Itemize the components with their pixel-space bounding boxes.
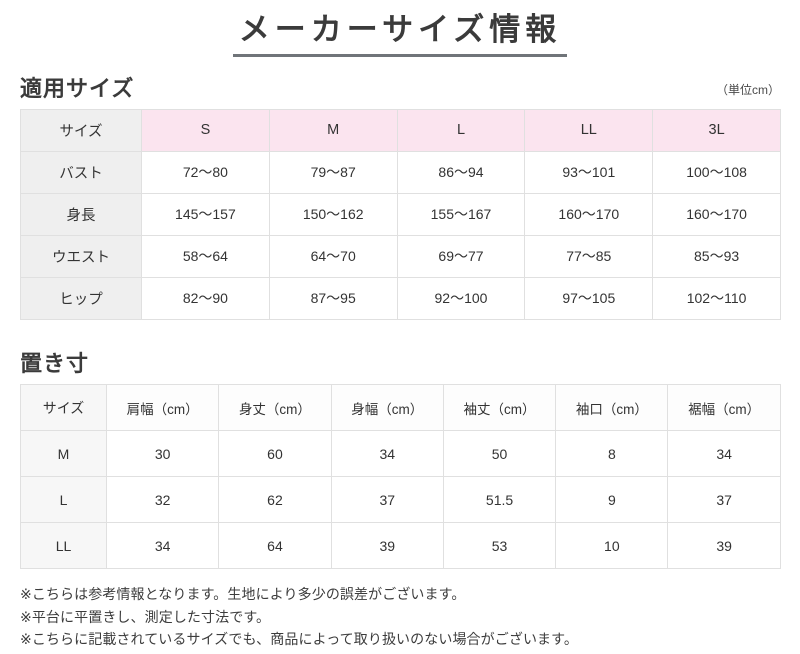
cell-bust-m: 79〜87 xyxy=(268,150,398,194)
cell-bust-l: 86〜94 xyxy=(396,150,526,194)
applicable-size-section-title: 適用サイズ xyxy=(20,75,135,101)
cell-m-cuff: 8 xyxy=(555,430,669,478)
cell-m-body-length: 60 xyxy=(218,430,332,478)
column-header-hem-width: 裾幅（cm） xyxy=(667,384,781,432)
page-title-container: メーカーサイズ情報 xyxy=(0,0,800,57)
table-row: M 30 60 34 50 8 34 xyxy=(20,430,781,478)
cell-height-m: 150〜162 xyxy=(268,192,398,236)
flat-measure-table: サイズ 肩幅（cm） 身丈（cm） 身幅（cm） 袖丈（cm） 袖口（cm） 裾… xyxy=(20,384,781,570)
section-spacer xyxy=(0,320,800,352)
cell-waist-3l: 85〜93 xyxy=(652,234,781,278)
unit-note: （単位cm） xyxy=(716,82,780,97)
flat-measure-heading-row: 置き寸 xyxy=(20,350,780,376)
cell-hip-l: 92〜100 xyxy=(396,276,526,320)
column-header-body-length: 身丈（cm） xyxy=(218,384,332,432)
cell-l-body-length: 62 xyxy=(218,476,332,524)
row-label-height: 身長 xyxy=(20,192,142,236)
table-row: ウエスト 58〜64 64〜70 69〜77 77〜85 85〜93 xyxy=(20,234,781,278)
table-row: LL 34 64 39 53 10 39 xyxy=(20,522,781,570)
cell-ll-body-width: 39 xyxy=(330,522,444,570)
row-label-bust: バスト xyxy=(20,150,142,194)
corner-label: サイズ xyxy=(20,384,107,432)
cell-height-ll: 160〜170 xyxy=(524,192,654,236)
table-row: バスト 72〜80 79〜87 86〜94 93〜101 100〜108 xyxy=(20,150,781,194)
cell-m-body-width: 34 xyxy=(330,430,444,478)
cell-height-3l: 160〜170 xyxy=(652,192,781,236)
column-header-s: S xyxy=(141,108,270,152)
applicable-size-table: サイズ S M L LL 3L バスト 72〜80 79〜87 86〜94 93… xyxy=(20,108,781,320)
cell-hip-3l: 102〜110 xyxy=(652,276,781,320)
cell-m-hem-width: 34 xyxy=(667,430,781,478)
table-row: L 32 62 37 51.5 9 37 xyxy=(20,476,781,524)
table-row: ヒップ 82〜90 87〜95 92〜100 97〜105 102〜110 xyxy=(20,276,781,320)
table-header-row: サイズ S M L LL 3L xyxy=(20,108,781,152)
row-label-waist: ウエスト xyxy=(20,234,142,278)
column-header-cuff: 袖口（cm） xyxy=(555,384,669,432)
applicable-size-heading-row: 適用サイズ （単位cm） xyxy=(20,75,780,101)
cell-ll-hem-width: 39 xyxy=(667,522,781,570)
cell-waist-l: 69〜77 xyxy=(396,234,526,278)
cell-hip-s: 82〜90 xyxy=(141,276,270,320)
cell-waist-s: 58〜64 xyxy=(141,234,270,278)
column-header-l: L xyxy=(396,108,526,152)
column-header-body-width: 身幅（cm） xyxy=(330,384,444,432)
column-header-3l: 3L xyxy=(652,108,781,152)
cell-l-shoulder-width: 32 xyxy=(105,476,220,524)
cell-waist-ll: 77〜85 xyxy=(524,234,654,278)
cell-l-body-width: 37 xyxy=(330,476,444,524)
cell-m-shoulder-width: 30 xyxy=(105,430,220,478)
corner-label: サイズ xyxy=(20,108,142,152)
cell-bust-3l: 100〜108 xyxy=(652,150,781,194)
cell-ll-cuff: 10 xyxy=(555,522,669,570)
cell-hip-m: 87〜95 xyxy=(268,276,398,320)
table-header-row: サイズ 肩幅（cm） 身丈（cm） 身幅（cm） 袖丈（cm） 袖口（cm） 裾… xyxy=(20,384,781,432)
footnote-line: ※こちらに記載されているサイズでも、商品によって取り扱いのない場合がございます。 xyxy=(20,631,578,648)
flat-measure-section-title: 置き寸 xyxy=(20,350,90,376)
cell-l-sleeve-length: 51.5 xyxy=(442,476,557,524)
footnote-line: ※平台に平置きし、測定した寸法です。 xyxy=(20,608,271,625)
column-header-shoulder-width: 肩幅（cm） xyxy=(105,384,220,432)
cell-height-s: 145〜157 xyxy=(141,192,270,236)
column-header-ll: LL xyxy=(524,108,654,152)
row-label-hip: ヒップ xyxy=(20,276,142,320)
cell-ll-shoulder-width: 34 xyxy=(105,522,220,570)
cell-ll-sleeve-length: 53 xyxy=(442,522,557,570)
cell-m-sleeve-length: 50 xyxy=(442,430,557,478)
footnote-line: ※こちらは参考情報となります。生地により多少の誤差がございます。 xyxy=(20,586,466,603)
column-header-sleeve-length: 袖丈（cm） xyxy=(442,384,557,432)
cell-hip-ll: 97〜105 xyxy=(524,276,654,320)
cell-l-cuff: 9 xyxy=(555,476,669,524)
footnotes: ※こちらは参考情報となります。生地により多少の誤差がございます。 ※平台に平置き… xyxy=(20,583,780,651)
row-label-m: M xyxy=(20,430,107,478)
column-header-m: M xyxy=(268,108,398,152)
row-label-l: L xyxy=(20,476,107,524)
cell-ll-body-length: 64 xyxy=(218,522,332,570)
cell-waist-m: 64〜70 xyxy=(268,234,398,278)
cell-height-l: 155〜167 xyxy=(396,192,526,236)
cell-l-hem-width: 37 xyxy=(667,476,781,524)
page-title: メーカーサイズ情報 xyxy=(232,12,568,57)
row-label-ll: LL xyxy=(20,522,107,570)
table-row: 身長 145〜157 150〜162 155〜167 160〜170 160〜1… xyxy=(20,192,781,236)
cell-bust-s: 72〜80 xyxy=(141,150,270,194)
cell-bust-ll: 93〜101 xyxy=(524,150,654,194)
